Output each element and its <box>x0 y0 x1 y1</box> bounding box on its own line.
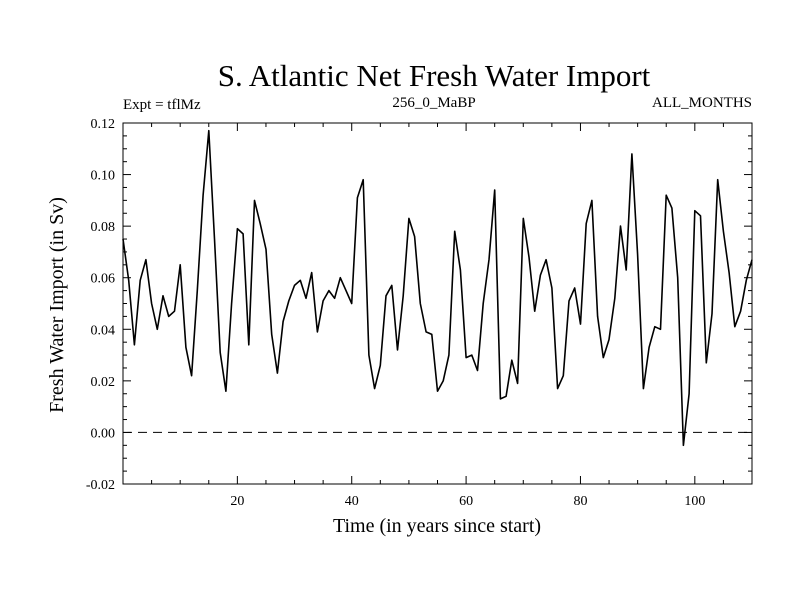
y-tick-label: 0.08 <box>91 220 116 235</box>
x-tick-label: 20 <box>230 494 244 509</box>
x-tick-label: 100 <box>684 494 705 509</box>
x-tick-label: 40 <box>345 494 359 509</box>
y-tick-label: 0.02 <box>91 375 116 390</box>
plot-frame <box>122 122 753 485</box>
run-label: 256_0_MaBP <box>392 95 475 111</box>
y-tick-label: 0.12 <box>91 117 116 132</box>
y-tick-label: 0.04 <box>91 323 116 338</box>
y-axis: -0.02 0.00 0.02 0.04 0.06 0.08 0.10 0.12 <box>86 117 752 493</box>
x-axis-label: Time (in years since start) <box>333 515 541 537</box>
y-tick-label: 0.06 <box>91 272 116 287</box>
x-axis: 20 40 60 80 100 <box>151 123 724 509</box>
y-tick-label: -0.02 <box>86 478 115 493</box>
y-tick-label: 0.10 <box>91 169 116 184</box>
chart-title: S. Atlantic Net Fresh Water Import <box>218 58 651 93</box>
y-tick-label: 0.00 <box>91 426 116 441</box>
experiment-label: Expt = tflMz <box>123 97 201 113</box>
x-tick-label: 80 <box>573 494 587 509</box>
y-axis-label: Fresh Water Import (in Sv) <box>46 197 68 413</box>
months-label: ALL_MONTHS <box>652 95 752 111</box>
series-line-fresh-water-import <box>122 129 753 447</box>
x-tick-label: 60 <box>459 494 473 509</box>
